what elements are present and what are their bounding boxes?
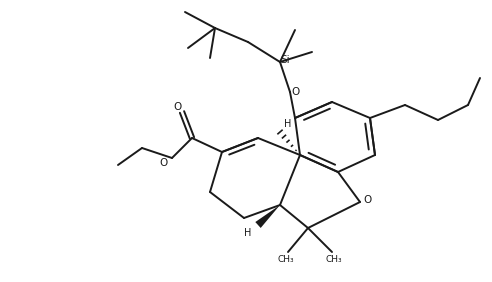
Text: H: H (284, 119, 292, 129)
Text: O: O (291, 87, 299, 97)
Polygon shape (255, 205, 280, 228)
Text: O: O (364, 195, 372, 205)
Text: CH₃: CH₃ (277, 255, 294, 265)
Text: CH₃: CH₃ (326, 255, 342, 265)
Text: O: O (160, 158, 168, 168)
Text: O: O (174, 102, 182, 112)
Text: Si: Si (280, 55, 290, 65)
Text: H: H (245, 228, 252, 238)
